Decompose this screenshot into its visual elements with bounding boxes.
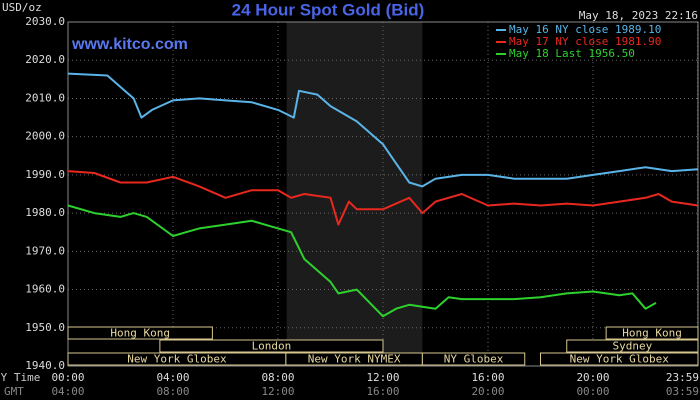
x-tick-label-gmt: 16:00 (366, 385, 399, 398)
session-label: Hong Kong (110, 327, 170, 340)
x-tick-label-gmt: 08:00 (156, 385, 189, 398)
timestamp: May 18, 2023 22:16 (579, 9, 698, 22)
x-row-label: GMT (4, 385, 24, 398)
session-label: New York NYMEX (308, 353, 401, 366)
session-label: Sydney (613, 340, 653, 353)
price-line (67, 72, 699, 188)
y-axis-label: USD/oz (2, 1, 42, 14)
session-label: New York Globex (127, 353, 227, 366)
legend-label: May 18 Last 1956.50 (509, 47, 635, 60)
y-tick-label: 1960.0 (25, 283, 65, 296)
session-bar (540, 352, 699, 366)
x-tick-label-gmt: 12:00 (261, 385, 294, 398)
legend-label: May 17 NY close 1981.90 (509, 35, 661, 48)
x-tick-label: 23:59 (666, 371, 699, 384)
x-tick-label: 16:00 (471, 371, 504, 384)
session-bar (159, 339, 384, 353)
price-line (67, 170, 699, 226)
session-bar (605, 326, 699, 340)
session-bar (566, 339, 699, 353)
x-tick-label-gmt: 03:59 (666, 385, 699, 398)
x-tick-label: 04:00 (156, 371, 189, 384)
session-bar (421, 352, 526, 366)
y-tick-label: 1990.0 (25, 168, 65, 181)
y-tick-label: 1970.0 (25, 244, 65, 257)
session-label: Hong Kong (622, 327, 682, 340)
x-tick-label-gmt: 20:00 (471, 385, 504, 398)
x-tick-label: 00:00 (51, 371, 84, 384)
plot-border (67, 21, 699, 367)
subtitle: www.kitco.com (71, 36, 188, 53)
y-tick-label: 2020.0 (25, 53, 65, 66)
plot-area (67, 21, 699, 367)
x-row-label: NY Time (0, 371, 40, 384)
legend-label: May 16 NY close 1989.10 (509, 23, 661, 36)
chart-title: 24 Hour Spot Gold (Bid) (232, 0, 425, 19)
price-line (67, 204, 657, 318)
y-tick-label: 2030.0 (25, 15, 65, 28)
session-label: New York Globex (570, 353, 670, 366)
x-tick-label: 08:00 (261, 371, 294, 384)
x-tick-label: 20:00 (576, 371, 609, 384)
session-label: NY Globex (444, 353, 504, 366)
y-tick-label: 2000.0 (25, 130, 65, 143)
y-tick-label: 2010.0 (25, 91, 65, 104)
y-tick-label: 1950.0 (25, 321, 65, 334)
y-tick-label: 1940.0 (25, 359, 65, 372)
x-tick-label: 12:00 (366, 371, 399, 384)
y-tick-label: 1980.0 (25, 206, 65, 219)
x-tick-label-gmt: 00:00 (576, 385, 609, 398)
x-tick-label-gmt: 04:00 (51, 385, 84, 398)
session-label: London (252, 340, 292, 353)
session-bar (67, 326, 213, 340)
